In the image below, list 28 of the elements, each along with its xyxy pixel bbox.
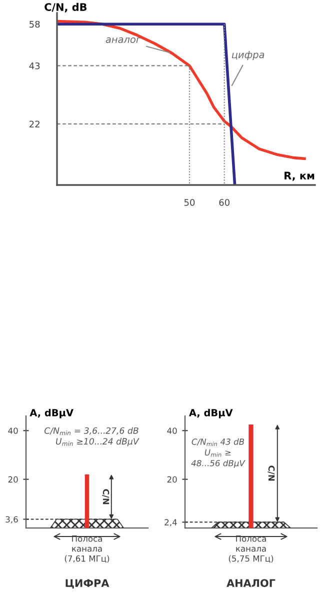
annotation: C/N — [102, 489, 110, 504]
annotation: U$_{min}$ ≥ — [204, 449, 231, 457]
y-tick-label: 3,6 — [6, 516, 18, 524]
annotation: 48...56 dBμV — [191, 460, 246, 468]
y-tick-label: 20 — [8, 476, 18, 483]
text: ЦИФРА — [66, 579, 110, 588]
series-label: аналог — [106, 37, 142, 44]
text: АНАЛОГ — [226, 579, 276, 588]
y-tick-label: 40 — [8, 428, 18, 434]
band-label: Полоса канала (7,61 МГц) — [64, 536, 110, 563]
annotation: C/N$_{min}$ 43 dB — [192, 438, 244, 446]
y-tick-label: 40 — [167, 428, 177, 434]
y-axis-title: A, dBμV — [189, 408, 233, 418]
annotation: C/N$_{min}$ = 3,6...27,6 dB — [44, 427, 138, 436]
y-tick-label: 2,4 — [164, 519, 177, 526]
x-tick-label: 50 — [184, 199, 195, 206]
series-label: цифра — [232, 51, 264, 60]
y-tick-label: 43 — [29, 62, 40, 70]
x-axis-title: R, км — [284, 172, 314, 181]
y-tick-label: 58 — [30, 20, 40, 28]
band-label: Полоса канала (5,75 МГц) — [228, 536, 274, 563]
y-axis-title: A, dBμV — [30, 408, 74, 418]
y-tick-label: 20 — [167, 476, 177, 483]
annotation: C/N — [268, 466, 275, 481]
annotation: U$_{min}$ ≥10...24 dBμV — [56, 438, 140, 446]
y-axis-title: C/N, dB — [44, 2, 87, 12]
x-tick-label: 60 — [219, 199, 230, 206]
y-tick-label: 22 — [30, 120, 40, 128]
